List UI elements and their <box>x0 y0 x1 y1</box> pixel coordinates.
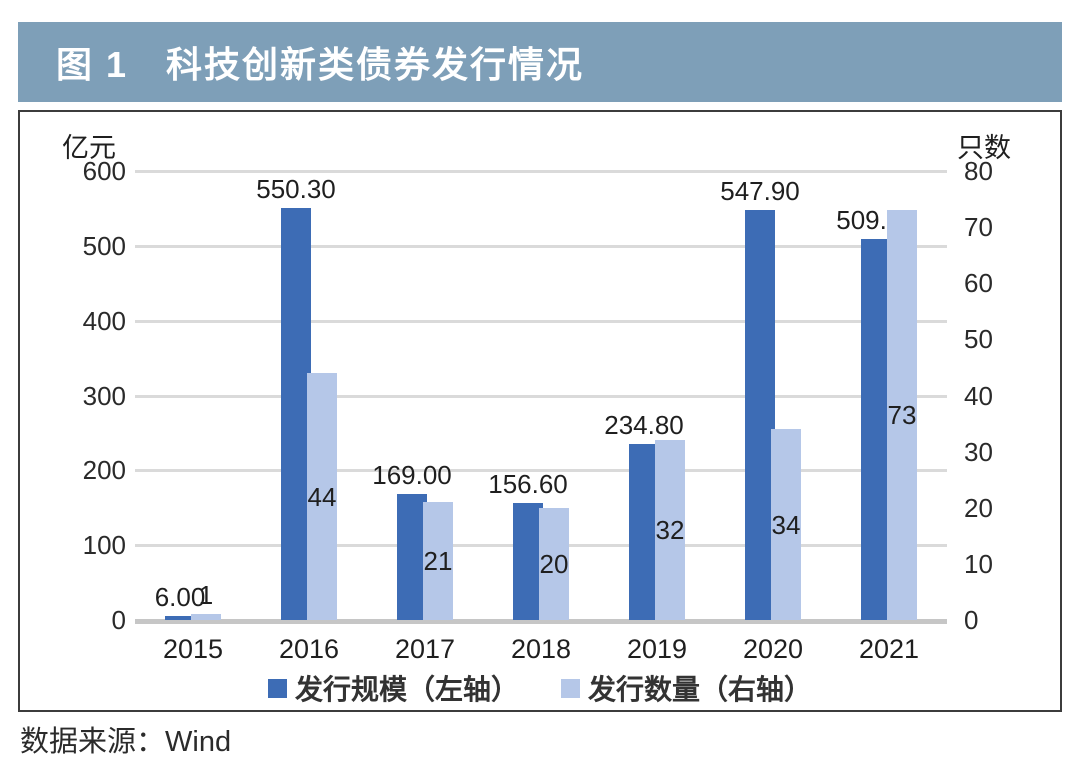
gridline-600 <box>135 170 947 173</box>
right-tick-20: 20 <box>964 492 993 523</box>
gridline-500 <box>135 244 947 248</box>
scale-bar-2017 <box>397 493 427 620</box>
left-tick-100: 100 <box>82 530 126 561</box>
right-tick-80: 80 <box>964 156 993 186</box>
gridline-300 <box>135 394 947 398</box>
chart-legend: 发行规模（左轴） 发行数量（右轴） <box>20 668 1060 708</box>
scale-bar-2019 <box>629 444 659 620</box>
gridline-200 <box>135 469 947 473</box>
left-tick-300: 300 <box>82 380 126 411</box>
count-bar-2019 <box>655 440 685 620</box>
right-tick-0: 0 <box>964 605 979 635</box>
right-tick-40: 40 <box>964 380 993 411</box>
x-axis-label-2021: 2021 <box>858 634 920 664</box>
count-bar-2017 <box>423 502 453 620</box>
count-value-label-2021: 73 <box>887 400 917 431</box>
x-axis-label-2019: 2019 <box>626 634 688 664</box>
legend-swatch-icon <box>267 678 287 698</box>
count-value-label-2017: 21 <box>423 546 453 577</box>
x-axis-label-2015: 2015 <box>162 634 224 664</box>
figure-title-band: 图 1 科技创新类债券发行情况 <box>18 22 1062 102</box>
x-axis-label-2016: 2016 <box>278 634 340 664</box>
right-axis-ticks: 80 70 60 50 40 30 20 10 0 <box>964 156 1044 635</box>
count-bar-2020 <box>771 429 801 620</box>
scale-value-label-2017: 169.00 <box>372 459 452 490</box>
count-value-label-2016: 44 <box>307 481 337 512</box>
scale-bar-2021 <box>861 238 891 620</box>
scale-value-label-2016: 550.30 <box>256 174 336 205</box>
count-value-label-2015: 1 <box>198 580 214 611</box>
scale-bar-2018 <box>513 502 543 620</box>
scale-bar-2020 <box>745 210 775 620</box>
legend-item-scale: 发行规模（左轴） <box>267 668 519 708</box>
left-tick-200: 200 <box>82 455 126 486</box>
count-bar-2021 <box>887 210 917 620</box>
left-axis-ticks: 600 500 400 300 200 100 0 <box>26 156 126 635</box>
scale-value-label-2015: 6.00 <box>154 581 206 612</box>
scale-value-label-2020: 547.90 <box>720 175 800 206</box>
left-tick-400: 400 <box>82 305 126 336</box>
scale-value-label-2019: 234.80 <box>604 410 684 441</box>
count-bar-2018 <box>539 507 569 620</box>
gridline-0 <box>135 619 947 624</box>
scale-bar-2015 <box>165 615 195 620</box>
legend-item-count: 发行数量（右轴） <box>561 668 812 708</box>
right-tick-60: 60 <box>964 268 993 299</box>
right-tick-10: 10 <box>964 548 993 579</box>
left-axis-unit-label: 亿元 <box>62 133 116 163</box>
count-value-label-2020: 34 <box>771 509 801 540</box>
right-tick-50: 50 <box>964 324 993 355</box>
x-axis-label-2018: 2018 <box>510 634 572 664</box>
data-source-note: 数据来源：Wind <box>20 726 232 758</box>
left-tick-600: 600 <box>82 156 126 186</box>
gridline-400 <box>135 319 947 323</box>
legend-label: 发行规模（左轴） <box>294 674 519 705</box>
left-tick-0: 0 <box>111 605 126 635</box>
right-tick-30: 30 <box>964 436 993 467</box>
count-value-label-2019: 32 <box>655 515 685 546</box>
scale-bar-2016 <box>281 208 311 620</box>
x-axis-label-2020: 2020 <box>742 634 804 664</box>
count-bar-2015 <box>191 614 221 620</box>
figure-title: 图 1 科技创新类债券发行情况 <box>56 44 585 85</box>
count-bar-2016 <box>307 373 337 620</box>
legend-swatch-icon <box>561 678 580 698</box>
count-value-label-2018: 20 <box>539 548 569 579</box>
plot-area: 6.00 1 550.30 44 169.00 21 156.60 20 234.80 32 547… <box>135 170 947 624</box>
left-tick-500: 500 <box>82 230 126 261</box>
right-tick-70: 70 <box>964 212 993 243</box>
right-axis-unit-label: 只数 <box>957 133 1011 163</box>
chart-container: 亿元 只数 600 500 400 300 200 100 0 80 70 60 50 40 30 20… <box>18 110 1062 712</box>
scale-value-label-2018: 156.60 <box>488 468 568 499</box>
x-axis-label-2017: 2017 <box>394 634 456 664</box>
legend-label: 发行数量（右轴） <box>588 674 813 705</box>
